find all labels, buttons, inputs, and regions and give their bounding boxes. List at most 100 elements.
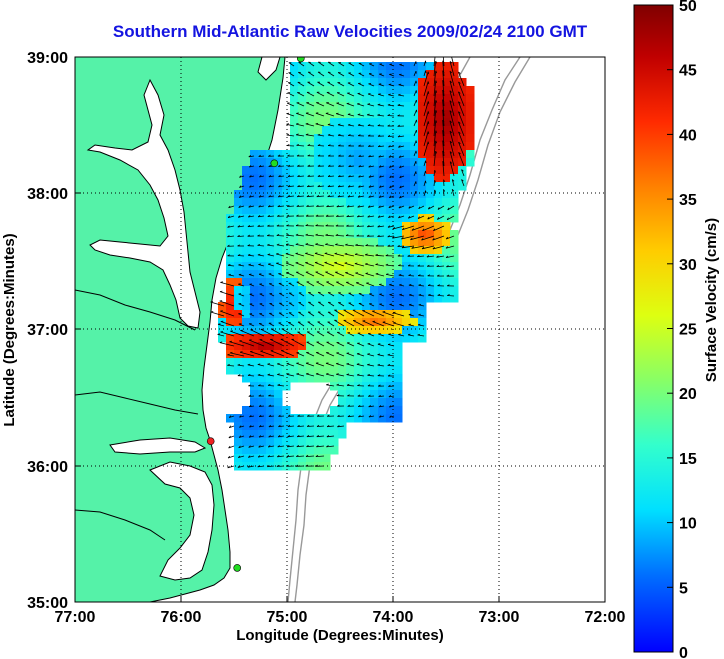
velocity-cell bbox=[258, 198, 267, 207]
colorbar-tick-label: 5 bbox=[679, 580, 688, 597]
velocity-vector bbox=[338, 292, 345, 297]
velocity-vector bbox=[443, 179, 445, 187]
velocity-cell bbox=[426, 78, 435, 87]
velocity-cell bbox=[442, 206, 451, 215]
velocity-cell bbox=[378, 150, 387, 159]
velocity-vector bbox=[220, 321, 235, 327]
velocity-cell bbox=[346, 406, 355, 415]
velocity-cell bbox=[306, 454, 315, 463]
vector-head bbox=[307, 144, 311, 146]
colorbar-tick-label: 30 bbox=[679, 257, 697, 274]
vector-head bbox=[317, 184, 321, 188]
velocity-cell bbox=[322, 462, 331, 471]
vector-head bbox=[422, 228, 425, 232]
velocity-vector bbox=[347, 82, 355, 87]
velocity-cell bbox=[258, 310, 267, 319]
velocity-cell bbox=[282, 182, 291, 191]
velocity-cell bbox=[362, 390, 371, 399]
velocity-vector bbox=[442, 109, 445, 127]
velocity-cell bbox=[258, 206, 267, 215]
velocity-cell bbox=[298, 454, 307, 463]
velocity-cell bbox=[386, 174, 395, 183]
vector-head bbox=[432, 246, 435, 250]
velocity-cell bbox=[290, 294, 299, 303]
velocity-vector bbox=[449, 71, 455, 87]
vector-head bbox=[248, 205, 251, 208]
colorbar-tick-label: 50 bbox=[679, 0, 697, 15]
velocity-cell bbox=[386, 398, 395, 407]
vector-head bbox=[418, 303, 422, 306]
velocity-vector bbox=[428, 205, 435, 210]
vector-head bbox=[237, 254, 241, 256]
velocity-cell bbox=[354, 254, 363, 263]
velocity-cell bbox=[338, 326, 347, 335]
velocity-cell bbox=[418, 270, 427, 279]
velocity-vector bbox=[326, 341, 335, 347]
velocity-cell bbox=[242, 166, 251, 175]
vector-head bbox=[338, 144, 341, 147]
vector-head bbox=[306, 204, 309, 207]
velocity-cell bbox=[402, 254, 411, 263]
vector-head bbox=[411, 246, 414, 249]
vector-head bbox=[399, 195, 402, 199]
velocity-cell bbox=[410, 326, 419, 335]
velocity-vector bbox=[347, 114, 355, 117]
velocity-cell bbox=[450, 118, 459, 127]
vector-head bbox=[307, 174, 311, 177]
velocity-cell bbox=[234, 230, 243, 239]
velocity-cell bbox=[370, 374, 379, 383]
velocity-cell bbox=[314, 70, 323, 79]
vector-head bbox=[296, 373, 299, 375]
velocity-cell bbox=[250, 374, 259, 383]
velocity-cell bbox=[330, 158, 339, 167]
vector-head bbox=[326, 424, 330, 428]
velocity-cell bbox=[290, 334, 299, 343]
velocity-cell bbox=[234, 454, 243, 463]
velocity-vector bbox=[368, 415, 375, 418]
velocity-cell bbox=[290, 270, 299, 279]
vector-head bbox=[427, 131, 430, 135]
velocity-cell bbox=[306, 142, 315, 151]
vector-head bbox=[357, 195, 361, 198]
vector-head bbox=[408, 313, 412, 316]
velocity-cell bbox=[378, 326, 387, 335]
vector-head bbox=[435, 90, 438, 93]
velocity-cell bbox=[282, 422, 291, 431]
vector-head bbox=[398, 215, 401, 219]
velocity-cell bbox=[322, 334, 331, 343]
velocity-cell bbox=[378, 262, 387, 271]
velocity-vector bbox=[358, 175, 365, 178]
velocity-vector bbox=[418, 294, 425, 297]
velocity-cell bbox=[458, 182, 467, 191]
velocity-vector bbox=[408, 205, 415, 209]
velocity-cell bbox=[386, 342, 395, 351]
velocity-vector bbox=[442, 120, 445, 137]
colorbar bbox=[633, 4, 674, 653]
velocity-vector bbox=[286, 234, 295, 237]
velocity-vector bbox=[449, 100, 455, 117]
velocity-vector bbox=[368, 175, 375, 178]
velocity-cell bbox=[386, 302, 395, 311]
velocity-cell bbox=[298, 206, 307, 215]
velocity-vector bbox=[297, 425, 305, 427]
velocity-vector bbox=[305, 362, 315, 367]
vector-head bbox=[397, 135, 401, 138]
velocity-cell bbox=[290, 102, 299, 111]
velocity-vector bbox=[355, 244, 365, 247]
velocity-cell bbox=[346, 230, 355, 239]
velocity-cell bbox=[338, 238, 347, 247]
velocity-cell bbox=[370, 326, 379, 335]
velocity-cell bbox=[266, 334, 275, 343]
velocity-vector bbox=[408, 284, 415, 287]
velocity-vector bbox=[387, 225, 395, 228]
velocity-cell bbox=[338, 230, 347, 239]
velocity-vector bbox=[423, 170, 426, 177]
velocity-cell bbox=[234, 270, 243, 279]
vector-head bbox=[326, 445, 329, 448]
vector-head bbox=[277, 383, 281, 386]
vector-head bbox=[317, 133, 321, 136]
velocity-cell bbox=[250, 166, 259, 175]
velocity-cell bbox=[330, 302, 339, 311]
vector-head bbox=[358, 144, 361, 147]
velocity-cell bbox=[330, 206, 339, 215]
